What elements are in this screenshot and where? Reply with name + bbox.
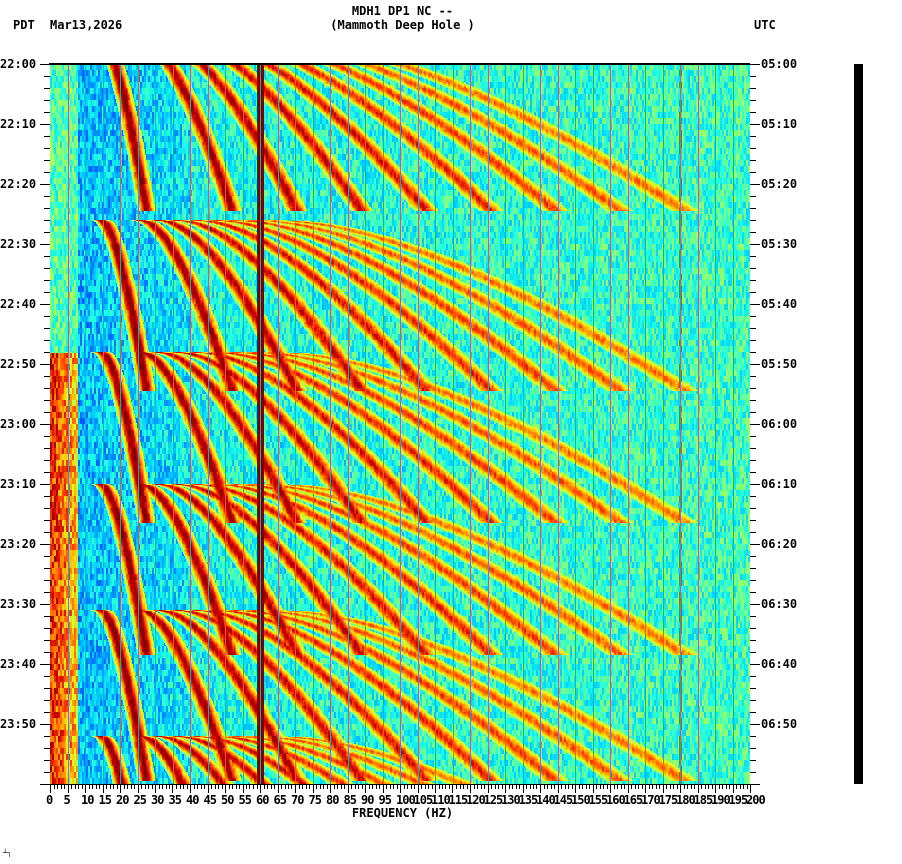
time-tick-label-left: 23:50 bbox=[0, 717, 37, 731]
frequency-tick-label: 75 bbox=[308, 793, 322, 807]
spectrogram-plot bbox=[50, 64, 750, 784]
frequency-tick-label: 130 bbox=[501, 793, 521, 807]
left-timezone-label: PDT bbox=[13, 18, 35, 32]
frequency-tick-label: 10 bbox=[81, 793, 94, 807]
frequency-tick-label: 120 bbox=[466, 793, 486, 807]
frequency-tick-label: 95 bbox=[378, 793, 392, 807]
time-tick-label-right: 06:10 bbox=[761, 477, 798, 491]
frequency-tick-label: 15 bbox=[98, 793, 112, 807]
frequency-tick-label: 110 bbox=[431, 793, 451, 807]
time-tick-label-left: 23:20 bbox=[0, 537, 37, 551]
time-tick-label-left: 22:20 bbox=[0, 177, 37, 191]
frequency-tick-label: 170 bbox=[641, 793, 661, 807]
frequency-tick-label: 115 bbox=[448, 793, 469, 807]
frequency-tick-label: 125 bbox=[483, 793, 504, 807]
time-tick-label-right: 06:20 bbox=[761, 537, 798, 551]
frequency-tick-label: 70 bbox=[291, 793, 304, 807]
frequency-tick-label: 55 bbox=[238, 793, 252, 807]
frequency-tick-label: 200 bbox=[746, 793, 766, 807]
frequency-tick-label: 65 bbox=[273, 793, 287, 807]
frequency-tick-label: 140 bbox=[536, 793, 556, 807]
amplitude-scale-bar bbox=[854, 64, 863, 784]
time-tick-label-left: 23:00 bbox=[0, 417, 37, 431]
frequency-tick-label: 35 bbox=[168, 793, 182, 807]
time-tick-label-right: 05:30 bbox=[761, 237, 798, 251]
frequency-tick-label: 5 bbox=[63, 793, 71, 807]
frequency-tick-label: 175 bbox=[658, 793, 679, 807]
time-tick-label-right: 06:50 bbox=[761, 717, 798, 731]
frequency-tick-label: 40 bbox=[186, 793, 199, 807]
frequency-tick-label: 185 bbox=[693, 793, 714, 807]
spectrogram-heatmap bbox=[50, 64, 750, 784]
frequency-tick-label: 190 bbox=[711, 793, 731, 807]
time-tick-label-right: 05:00 bbox=[761, 57, 798, 71]
time-tick-label-left: 23:30 bbox=[0, 597, 37, 611]
time-tick-label-left: 22:50 bbox=[0, 357, 37, 371]
corner-mark: ┴┐ bbox=[3, 849, 12, 857]
frequency-tick-label: 60 bbox=[256, 793, 269, 807]
frequency-tick-label: 165 bbox=[623, 793, 644, 807]
frequency-tick-label: 155 bbox=[588, 793, 609, 807]
time-tick-label-right: 05:20 bbox=[761, 177, 798, 191]
frequency-tick-label: 20 bbox=[116, 793, 129, 807]
frequency-tick-label: 150 bbox=[571, 793, 591, 807]
frequency-tick-label: 30 bbox=[151, 793, 164, 807]
time-tick-label-left: 23:40 bbox=[0, 657, 37, 671]
frequency-tick-label: 105 bbox=[413, 793, 434, 807]
right-timezone-label: UTC bbox=[754, 18, 776, 32]
frequency-tick-label: 0 bbox=[46, 793, 53, 807]
frequency-tick-label: 145 bbox=[553, 793, 574, 807]
frequency-tick-label: 85 bbox=[343, 793, 357, 807]
time-tick-label-left: 22:40 bbox=[0, 297, 37, 311]
frequency-tick-label: 80 bbox=[326, 793, 339, 807]
time-tick-label-right: 05:10 bbox=[761, 117, 798, 131]
frequency-tick-label: 50 bbox=[221, 793, 234, 807]
time-tick-label-left: 22:30 bbox=[0, 237, 37, 251]
frequency-tick-label: 180 bbox=[676, 793, 696, 807]
frequency-tick-label: 195 bbox=[728, 793, 749, 807]
frequency-tick-label: 90 bbox=[361, 793, 374, 807]
x-axis-title: FREQUENCY (HZ) bbox=[351, 806, 454, 820]
time-tick-label-left: 22:00 bbox=[0, 57, 37, 71]
frequency-tick-label: 160 bbox=[606, 793, 626, 807]
time-tick-label-right: 06:40 bbox=[761, 657, 798, 671]
frequency-tick-label: 100 bbox=[396, 793, 416, 807]
time-tick-label-right: 06:30 bbox=[761, 597, 798, 611]
station-location: (Mammoth Deep Hole ) bbox=[330, 18, 475, 32]
station-title: MDH1 DP1 NC -- bbox=[351, 4, 454, 18]
frequency-tick-label: 45 bbox=[203, 793, 217, 807]
time-tick-label-left: 23:10 bbox=[0, 477, 37, 491]
time-tick-label-right: 06:00 bbox=[761, 417, 798, 431]
time-tick-label-left: 22:10 bbox=[0, 117, 37, 131]
time-tick-label-right: 05:40 bbox=[761, 297, 798, 311]
time-tick-label-right: 05:50 bbox=[761, 357, 798, 371]
date-label: Mar13,2026 bbox=[50, 18, 123, 32]
frequency-tick-label: 135 bbox=[518, 793, 539, 807]
frequency-tick-label: 25 bbox=[133, 793, 147, 807]
